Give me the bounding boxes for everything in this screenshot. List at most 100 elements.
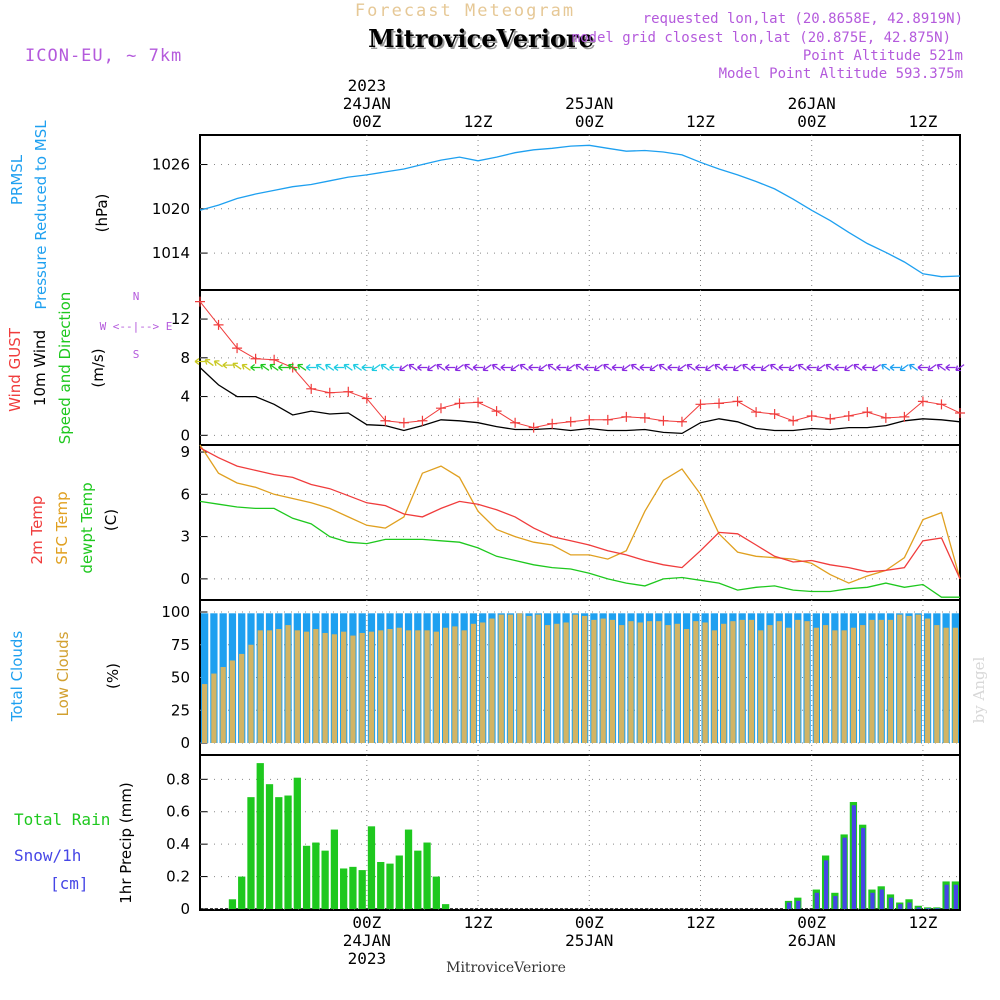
low-cloud-bar xyxy=(405,630,412,743)
wind-direction-arrows xyxy=(194,357,965,372)
low-cloud-bar xyxy=(711,630,718,743)
gust-marker xyxy=(195,296,205,307)
wind-arrow-shape xyxy=(325,363,335,371)
wind-arrow-shape xyxy=(936,363,946,371)
total-rain-label: Total Rain xyxy=(14,810,110,829)
wind-arrow-shape xyxy=(278,363,289,372)
wind-arrow-shape xyxy=(222,361,233,369)
wind-arrow xyxy=(241,363,251,371)
wind-arrow-shape xyxy=(889,363,901,372)
wind-arrow xyxy=(352,363,363,371)
low-cloud-bar xyxy=(832,630,838,743)
cloud-bars xyxy=(201,613,959,743)
y-tick-label: 1020 xyxy=(152,200,190,218)
low-cloud-bar xyxy=(683,629,690,743)
low-cloud-bar xyxy=(396,627,402,743)
y-tick-label: 0.8 xyxy=(166,770,190,788)
low-cloud-bar xyxy=(257,630,263,743)
wind-arrow xyxy=(630,363,641,371)
compass-south: S xyxy=(133,348,140,361)
precip-panel: Total Rain Snow/1h [cm] 1hr Precip (mm) … xyxy=(14,763,960,918)
y-tick-label: 0 xyxy=(180,900,190,918)
wind-arrow-shape xyxy=(621,364,631,372)
low-cloud-bar xyxy=(322,632,328,743)
wind-arrow xyxy=(649,364,659,372)
wind-arrow xyxy=(816,364,826,372)
gust-marker xyxy=(454,398,465,409)
low-cloud-bar xyxy=(628,621,634,743)
snow-bar xyxy=(925,908,931,909)
top-time-label: 26JAN xyxy=(788,94,836,113)
wind-arrow-shape xyxy=(380,363,390,371)
t2m-line xyxy=(199,447,961,580)
low-cloud-bar xyxy=(841,630,847,743)
wind-arrow xyxy=(343,363,353,371)
low-cloud-bar xyxy=(359,632,365,743)
snow-bar xyxy=(907,902,912,909)
snow-bar xyxy=(944,884,949,909)
gust-marker xyxy=(417,415,428,426)
wind-arrow-shape xyxy=(714,363,724,371)
dewpt-label: dewpt Temp xyxy=(78,482,96,573)
wind-arrow-shape xyxy=(593,364,604,372)
rain-bar xyxy=(238,876,246,909)
wind-arrow xyxy=(361,363,372,372)
low-cloud-bar xyxy=(341,631,347,743)
rain-bar xyxy=(247,797,255,909)
wind-arrow xyxy=(315,363,325,371)
wind-arrow xyxy=(695,363,706,372)
low-cloud-bar xyxy=(860,625,866,743)
bottom-time-label: 2023 xyxy=(348,949,387,968)
wind-arrow-shape xyxy=(649,364,659,372)
temp-panel: 2m Temp SFC Temp dewpt Temp (C) 9 6 3 0 xyxy=(28,443,961,598)
low-cloud-bar xyxy=(674,623,680,743)
wind-arrow-shape xyxy=(695,363,706,372)
panel-frame xyxy=(199,444,961,601)
wind-arrow xyxy=(834,363,845,372)
y-tick-label: 75 xyxy=(171,636,190,654)
gust-marker xyxy=(602,414,613,425)
top-time-label: 12Z xyxy=(464,112,493,131)
low-cloud-bar xyxy=(442,627,449,743)
wind-arrow xyxy=(408,363,418,371)
low-cloud-bar xyxy=(924,618,931,743)
low-cloud-bar xyxy=(748,619,755,743)
rain-bar xyxy=(293,777,301,909)
wind-arrow-shape xyxy=(287,363,298,371)
top-time-label: 12Z xyxy=(908,112,937,131)
wind-arrow xyxy=(844,364,854,372)
model-altitude: Model Point Altitude 593.375m xyxy=(719,66,963,82)
cloud-unit: (%) xyxy=(104,663,122,689)
wind-arrow xyxy=(269,363,279,371)
snow-bar xyxy=(823,860,829,909)
pressure-panel: PRMSL Pressure Reduced to MSL (hPa) 1026… xyxy=(8,120,961,310)
bottom-time-label: 26JAN xyxy=(788,931,836,950)
low-cloud-bar xyxy=(276,629,282,743)
rain-bar xyxy=(228,899,237,909)
wind-arrow xyxy=(399,364,409,372)
wind-arrow xyxy=(472,363,484,372)
low-cloud-bar xyxy=(887,619,894,743)
rain-bar xyxy=(330,829,339,909)
y-tick-label: 12 xyxy=(171,310,190,328)
wind-arrow-shape xyxy=(583,363,595,372)
wind-arrow xyxy=(861,363,873,372)
wind-arrow-shape xyxy=(945,363,956,372)
low-cloud-bar xyxy=(693,621,699,743)
y-tick-label: 100 xyxy=(161,603,190,621)
rain-bar xyxy=(349,866,357,909)
bottom-time-label: 12Z xyxy=(686,913,715,932)
wind-arrow xyxy=(927,364,937,372)
low-cloud-bar xyxy=(758,630,764,743)
low-cloud-bar xyxy=(776,621,782,743)
wind-arrow-shape xyxy=(917,363,928,372)
wind-10m-label: 10m Wind xyxy=(31,330,49,406)
gust-marker xyxy=(806,410,817,421)
low-cloud-bar xyxy=(637,622,643,743)
low-cloud-bar xyxy=(535,614,541,743)
wind-panel: Wind GUST 10m Wind Speed and Direction (… xyxy=(6,290,965,444)
forecast-label: Forecast Meteogram xyxy=(355,1,575,21)
wind-arrow-shape xyxy=(834,363,845,372)
wind-arrow xyxy=(583,363,595,372)
